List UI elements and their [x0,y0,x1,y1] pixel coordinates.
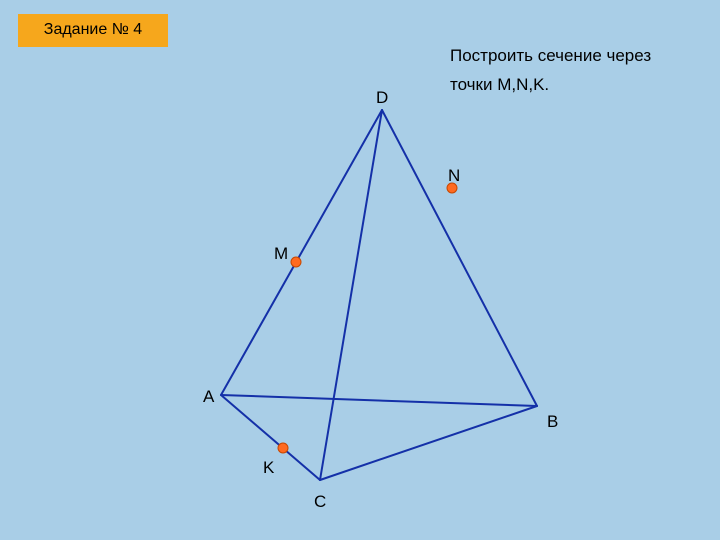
label-C: C [314,492,326,512]
marked-points-group [278,183,457,453]
label-K: K [263,458,274,478]
edge-BD [382,110,537,406]
label-A: A [203,387,214,407]
label-B: B [547,412,558,432]
edges-group [221,110,537,480]
edge-AB [221,395,537,406]
label-D: D [376,88,388,108]
label-N: N [448,166,460,186]
geometry-canvas [0,0,720,540]
point-K [278,443,288,453]
label-M: M [274,244,288,264]
point-M [291,257,301,267]
edge-BC [320,406,537,480]
